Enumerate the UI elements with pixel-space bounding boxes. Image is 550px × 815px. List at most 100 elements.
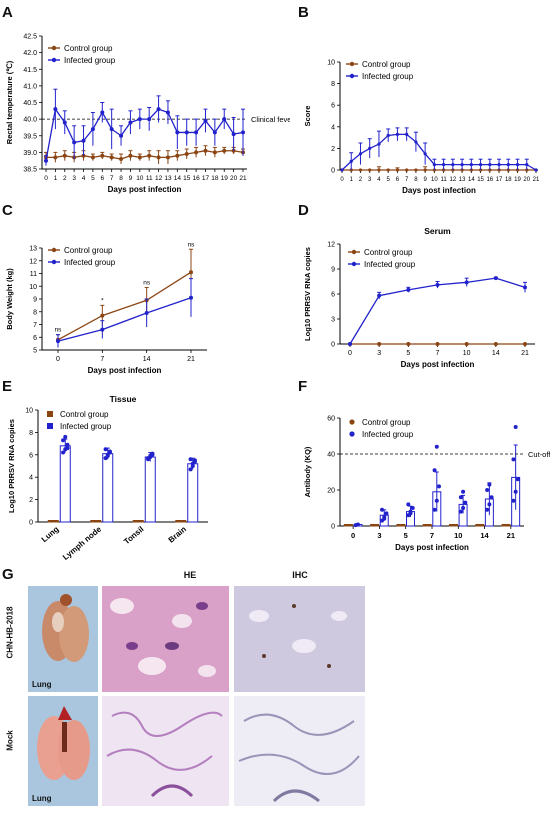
data-point xyxy=(175,130,180,135)
data-point xyxy=(156,155,161,160)
data-point xyxy=(513,489,518,494)
data-point xyxy=(511,457,516,462)
bar-control xyxy=(475,524,485,527)
data-point xyxy=(386,168,390,172)
data-point xyxy=(464,280,469,285)
x-tick-label: 19 xyxy=(221,175,229,182)
x-axis-label: Days post infection xyxy=(401,360,475,369)
data-point xyxy=(463,500,468,505)
g-row-label-mock: Mock xyxy=(5,730,15,751)
data-point xyxy=(348,342,352,346)
x-tick-label: 17 xyxy=(202,175,210,182)
x-tick-label: 10 xyxy=(431,177,438,183)
significance-label: * xyxy=(101,297,104,304)
data-point xyxy=(377,168,381,172)
x-tick-label: 21 xyxy=(521,350,529,357)
data-point xyxy=(340,168,344,172)
y-tick-label: 12 xyxy=(29,258,37,265)
data-point xyxy=(493,342,498,346)
x-tick-label: 21 xyxy=(239,175,247,182)
y-tick-label: 13 xyxy=(29,246,37,253)
legend-label-0: Control group xyxy=(362,60,411,69)
bar-infected xyxy=(102,453,114,523)
y-tick-label: 6 xyxy=(331,292,335,299)
data-point xyxy=(395,132,400,136)
x-tick-label: 3 xyxy=(368,177,372,183)
x-tick-label: 0 xyxy=(56,356,60,363)
panel-label-c: C xyxy=(2,202,13,219)
data-point xyxy=(90,127,95,132)
bar-control xyxy=(501,524,511,527)
x-tick-label: 0 xyxy=(340,177,344,183)
panel-label-b: B xyxy=(298,4,309,21)
x-tick-label: 9 xyxy=(129,175,133,182)
y-tick-label: 39.5 xyxy=(23,133,37,140)
data-point xyxy=(434,498,439,503)
series-line-1 xyxy=(341,133,537,171)
x-tick-label: 5 xyxy=(91,175,95,182)
data-point xyxy=(460,163,464,167)
x-tick-label: 19 xyxy=(514,177,521,183)
legend-marker-1 xyxy=(351,261,357,267)
bar-control xyxy=(132,520,144,523)
x-tick-label: 12 xyxy=(450,177,457,183)
y-tick-label: 10 xyxy=(327,60,335,67)
data-point xyxy=(478,163,483,167)
ihc-micrograph-infected xyxy=(234,586,365,692)
x-tick-label: 6 xyxy=(100,175,104,182)
legend-label-1: Infected group xyxy=(64,258,116,267)
data-point xyxy=(523,342,527,346)
data-point xyxy=(81,138,86,143)
data-point xyxy=(222,148,227,153)
data-point xyxy=(194,150,199,155)
x-tick-label: 6 xyxy=(396,177,400,183)
data-point xyxy=(435,282,440,287)
data-point xyxy=(188,467,193,472)
data-point xyxy=(62,153,67,158)
panel-label-f: F xyxy=(298,378,308,395)
reference-line-label: Clinical fever xyxy=(251,115,290,124)
x-axis-label: Days post infection xyxy=(88,366,162,375)
data-point xyxy=(432,468,437,473)
y-tick-label: 8 xyxy=(331,81,335,88)
bar-control xyxy=(47,520,59,523)
data-point xyxy=(109,155,114,160)
he-micrograph-infected xyxy=(102,586,229,692)
chart-title: Serum xyxy=(424,226,451,236)
y-tick-label: 5 xyxy=(33,348,37,355)
data-point xyxy=(485,507,490,512)
x-tick-label: 15 xyxy=(477,177,484,183)
y-tick-label: 42.0 xyxy=(23,50,37,57)
data-point xyxy=(231,132,236,137)
y-tick-label: 38.5 xyxy=(23,167,37,174)
y-axis-label: Antibody (KQ) xyxy=(303,446,312,497)
data-point xyxy=(62,120,67,125)
data-point xyxy=(109,127,114,132)
data-point xyxy=(487,502,492,507)
x-tick-label: 1 xyxy=(54,175,58,182)
reference-line-label: Cut-off xyxy=(528,450,550,459)
data-point xyxy=(432,507,437,512)
y-tick-label: 0 xyxy=(29,520,33,527)
legend-marker-0 xyxy=(349,61,355,67)
data-point xyxy=(406,502,411,507)
x-category-label: 3 xyxy=(377,531,381,540)
data-point xyxy=(119,133,124,138)
x-tick-label: 17 xyxy=(496,177,503,183)
data-point xyxy=(423,152,427,156)
data-point xyxy=(534,168,538,172)
data-point xyxy=(461,506,466,510)
bar-control xyxy=(422,524,432,527)
data-point xyxy=(485,488,490,492)
data-point xyxy=(63,434,68,439)
data-point xyxy=(147,153,152,158)
x-tick-label: 8 xyxy=(119,175,123,182)
data-point xyxy=(489,495,494,500)
chart-body-weight: 5 6 7 8 9 10 11 12 13 Body Weight (kg) 0 7 14 21 Days … xyxy=(5,241,207,375)
data-point xyxy=(100,327,105,332)
y-tick-label: 8 xyxy=(33,309,37,316)
data-point xyxy=(103,447,108,452)
g-row-label-chn: CHN-HB-2018 xyxy=(5,606,15,659)
legend-marker-0 xyxy=(47,411,53,417)
series-line-1 xyxy=(57,297,192,342)
